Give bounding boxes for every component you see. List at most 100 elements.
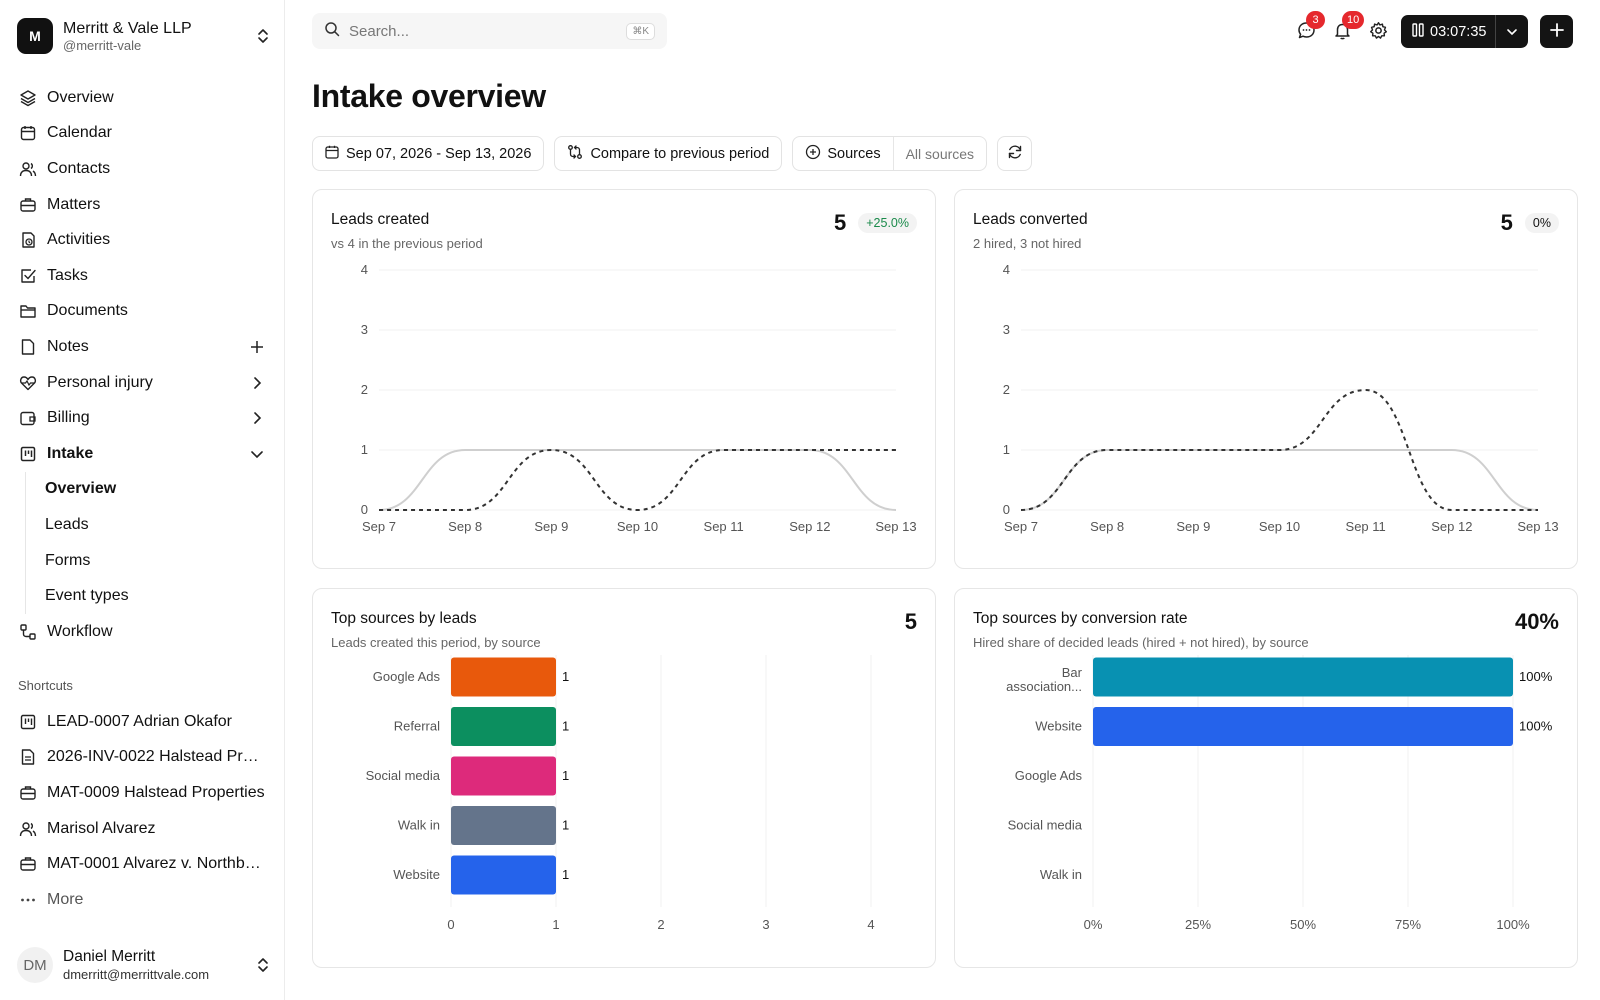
org-switcher[interactable]: M Merritt & Vale LLP @merritt-vale: [17, 17, 272, 55]
nav-item-documents[interactable]: Documents: [12, 294, 272, 330]
user-email: dmerritt@merrittvale.com: [63, 966, 210, 982]
settings-button[interactable]: [1360, 17, 1396, 47]
chevron-right-icon[interactable]: [248, 409, 266, 427]
nav-item-billing[interactable]: Billing: [12, 400, 272, 436]
x-tick-label: Sep 9: [534, 519, 568, 534]
subnav-item-overview[interactable]: Overview: [45, 480, 117, 498]
compare-button[interactable]: Compare to previous period: [554, 136, 783, 171]
bar: [451, 855, 556, 895]
sidebar: M Merritt & Vale LLP @merritt-vale Overv…: [0, 0, 285, 1000]
x-tick-label: Sep 10: [617, 519, 658, 534]
sources-filter[interactable]: Sources All sources: [792, 136, 988, 171]
chevron-right-icon[interactable]: [248, 374, 266, 392]
search-icon: [324, 21, 340, 41]
shortcut-label: MAT-0001 Alvarez v. Northbridge: [47, 855, 266, 873]
y-tick-label: 4: [361, 262, 368, 277]
nav-label: Overview: [47, 88, 114, 106]
card-subtitle: vs 4 in the previous period: [331, 236, 483, 251]
chevron-down-icon[interactable]: [248, 445, 266, 463]
category-label: Social media: [1008, 818, 1083, 833]
change-badge: +25.0%: [858, 213, 917, 233]
user-menu[interactable]: DM Daniel Merritt dmerritt@merrittvale.c…: [17, 945, 272, 985]
messages-badge: 3: [1306, 11, 1325, 29]
date-range-label: Sep 07, 2026 - Sep 13, 2026: [346, 145, 532, 162]
shortcut-more[interactable]: More: [12, 882, 272, 918]
timer-dropdown-button[interactable]: [1495, 15, 1528, 48]
messages-button[interactable]: 3: [1288, 11, 1325, 47]
shortcut-label: Marisol Alvarez: [47, 819, 156, 837]
nav-item-activities[interactable]: Activities: [12, 222, 272, 258]
nav-item-contacts[interactable]: Contacts: [12, 151, 272, 187]
subnav-item-event-types[interactable]: Event types: [45, 587, 129, 605]
search-shortcut: ⌘K: [626, 22, 655, 40]
message-circle-icon: [1297, 21, 1316, 44]
card-subtitle: Hired share of decided leads (hired + no…: [973, 635, 1309, 650]
calendar-icon: [18, 123, 38, 143]
nav-item-calendar[interactable]: Calendar: [12, 116, 272, 152]
shortcut-item-contact[interactable]: Marisol Alvarez: [12, 811, 272, 847]
nav-label: Calendar: [47, 124, 112, 142]
subnav-item-forms[interactable]: Forms: [45, 551, 91, 569]
top-sources-leads-bar-chart: 0 1 2 3 4 Google Ads 1 Referral 1 Social media 1 Wa…: [366, 655, 875, 932]
leads-converted-line-chart: 0 1 2 3 4 Sep 7 Sep 8 Sep 9 Sep 10 Sep 11 Sep 12 Se…: [1003, 262, 1559, 534]
y-tick-label: 1: [361, 442, 368, 457]
category-label: Website: [1035, 719, 1082, 734]
nav-label: Intake: [47, 444, 94, 462]
x-tick-label: 25%: [1185, 917, 1211, 932]
nav-label: Activities: [47, 231, 111, 249]
notifications-button[interactable]: 10: [1324, 11, 1365, 47]
shortcuts-list: LEAD-0007 Adrian Okafor 2026-INV-0022 Ha…: [12, 704, 272, 918]
x-tick-label: Sep 12: [789, 519, 830, 534]
create-new-button[interactable]: [1540, 15, 1573, 48]
nav-item-matters[interactable]: Matters: [12, 187, 272, 223]
check-square-icon: [18, 266, 38, 286]
x-tick-label: 0: [447, 917, 454, 932]
chevrons-up-down-icon[interactable]: [254, 956, 272, 974]
nav-item-intake[interactable]: Intake: [12, 436, 272, 472]
shortcut-item-invoice[interactable]: 2026-INV-0022 Halstead Properties: [12, 740, 272, 776]
nav-label: Matters: [47, 195, 101, 213]
card-title: Top sources by leads: [331, 610, 477, 627]
y-tick-label: 2: [361, 382, 368, 397]
timer-toggle-button[interactable]: 03:07:35: [1401, 22, 1495, 41]
add-note-plus-icon[interactable]: [248, 338, 266, 356]
nav-item-overview[interactable]: Overview: [12, 80, 272, 116]
current-period-line: [378, 448, 897, 511]
y-tick-label: 1: [1003, 442, 1010, 457]
nav-label: Documents: [47, 302, 128, 320]
bar-value-label: 100%: [1519, 719, 1553, 734]
subnav-item-leads[interactable]: Leads: [45, 515, 89, 533]
nav-item-workflow[interactable]: Workflow: [12, 614, 272, 650]
nav-item-tasks[interactable]: Tasks: [12, 258, 272, 294]
note-icon: [18, 337, 38, 357]
shortcut-label: More: [47, 890, 84, 908]
plus-icon: [1549, 22, 1564, 41]
nav-item-personal-injury[interactable]: Personal injury: [12, 365, 272, 401]
category-label: Website: [393, 867, 440, 882]
main-nav: Overview Calendar Contacts Matters Activ…: [12, 80, 272, 650]
card-subtitle: Leads created this period, by source: [331, 635, 541, 650]
search-input[interactable]: Search... ⌘K: [312, 13, 667, 49]
time-tracker: 03:07:35: [1401, 15, 1528, 48]
shortcut-item-matter[interactable]: MAT-0009 Halstead Properties: [12, 775, 272, 811]
shortcut-item-lead[interactable]: LEAD-0007 Adrian Okafor: [12, 704, 272, 740]
category-label: Google Ads: [373, 669, 441, 684]
shortcut-item-matter-2[interactable]: MAT-0001 Alvarez v. Northbridge: [12, 846, 272, 882]
more-dots-icon: [18, 890, 38, 910]
previous-period-line: [378, 448, 896, 512]
intake-subnav: Overview Leads Forms Event types: [25, 471, 272, 614]
date-range-picker[interactable]: Sep 07, 2026 - Sep 13, 2026: [312, 136, 545, 171]
nav-item-notes[interactable]: Notes: [12, 329, 272, 365]
refresh-button[interactable]: [997, 136, 1033, 171]
y-tick-label: 0: [361, 502, 368, 517]
sources-label: Sources: [827, 145, 881, 162]
nav-label: Billing: [47, 409, 90, 427]
user-name: Daniel Merritt: [63, 948, 156, 966]
x-tick-label: 0%: [1084, 917, 1103, 932]
chevrons-up-down-icon[interactable]: [254, 27, 272, 45]
x-tick-label: Sep 10: [1259, 519, 1300, 534]
card-value: 5: [1500, 210, 1513, 235]
kanban-icon: [18, 444, 38, 464]
compare-arrows-icon: [567, 144, 590, 164]
x-tick-label: Sep 12: [1431, 519, 1472, 534]
